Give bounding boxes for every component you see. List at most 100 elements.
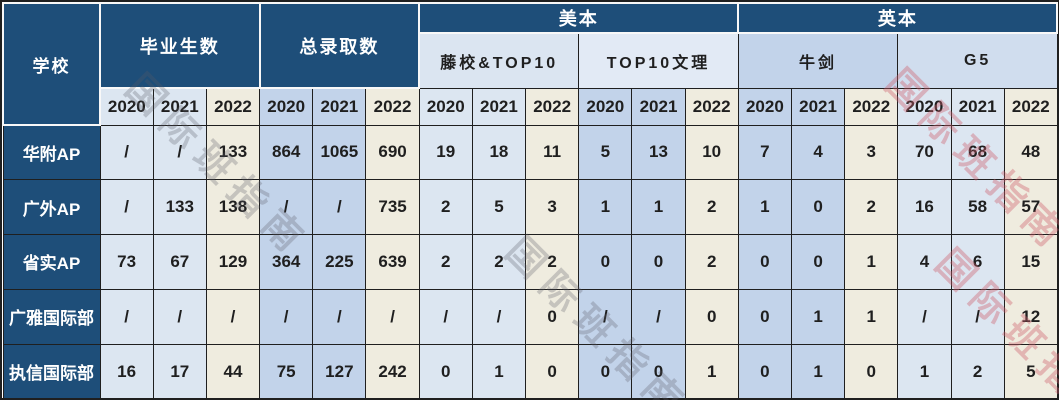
subgroup-ivy-top10: 藤校&TOP10 [418,32,580,89]
data-cell: 1 [790,288,846,345]
data-cell: 0 [525,288,580,345]
table-row: 执信国际部 16 17 44 75 127 242 0 1 0 0 0 1 0 1 0 1 2 5 [2,343,1058,400]
data-cell: 2 [684,234,739,290]
data-cell: 0 [525,343,580,400]
data-cell: 735 [365,179,420,236]
data-cell: 2 [418,179,473,236]
data-cell: 1065 [312,124,367,181]
data-cell: 0 [578,234,633,290]
data-cell: / [205,288,261,345]
data-cell: / [950,288,1005,345]
table-row: 华附AP //133 864 1065 690 19 18 11 5 13 10 7 4 3 70 68 48 [2,124,1058,181]
data-cell: 44 [205,343,261,400]
data-cell: 4 [790,124,846,181]
data-cell: 0 [790,179,846,236]
data-cell: 0 [631,234,686,290]
data-cell: 1 [471,343,527,400]
group-header-row-1: 学校 毕业生数 总录取数 美本 英本 [2,2,1059,126]
data-cell: / [99,288,154,345]
data-cell: 864 [259,124,314,181]
data-cell: / [631,288,686,345]
school-name-cell: 省实AP [2,234,101,290]
data-cell: 73 [99,234,154,290]
data-cell: 4 [897,234,952,290]
data-cell: / [152,124,207,181]
data-cell: 67 [152,234,207,290]
data-cell: 1 [578,179,633,236]
group-header-row-2: 藤校&TOP10 TOP10文理 牛剑 G5 [3,32,1058,89]
year-header-cell: 2022 [1003,87,1058,126]
year-header-cell: 2021 [152,87,207,126]
data-cell: / [152,288,207,345]
year-header-cell: 2020 [418,87,473,126]
data-cell: 5 [1003,343,1058,400]
year-header-cell: 2022 [525,87,580,126]
year-header-row: 2020 2021 2022 2020 2021 2022 2020 2021 2022 2020… [3,87,1058,126]
year-header-cell: 2021 [950,87,1005,126]
data-cell: 3 [525,179,580,236]
table-row: 广外AP/133 138//735 2 5 3 1 1 2 1 0 2 16 58 57 [2,179,1058,236]
year-header-cell: 2020 [99,87,154,126]
data-cell: 639 [365,234,420,290]
col-group-total-admissions: 总录取数 [258,2,421,89]
data-cell: / [312,288,367,345]
data-cell: 2 [471,234,527,290]
year-header-cell: 2021 [790,87,846,126]
data-cell: 225 [312,234,367,290]
data-cell: / [312,179,367,236]
school-name-cell: 执信国际部 [2,343,101,400]
data-cell: 2 [525,234,580,290]
year-header-cell: 2020 [578,87,633,126]
data-cell: 15 [1003,234,1058,290]
data-cell: 3 [844,124,899,181]
data-cell: 13 [631,124,686,181]
data-cell: / [897,288,952,345]
data-cell: 58 [950,179,1005,236]
data-cell: 48 [1003,124,1058,181]
data-cell: 0 [684,288,739,345]
data-cell: 16 [897,179,952,236]
data-cell: 5 [471,179,527,236]
data-cell: 5 [578,124,633,181]
data-cell: 75 [259,343,314,400]
corner-school-header: 学校 [2,2,101,126]
data-cell: 19 [418,124,473,181]
data-cell: 18 [471,124,527,181]
data-cell: 10 [684,124,739,181]
subgroup-g5: G5 [897,32,1058,89]
data-cell: 57 [1003,179,1058,236]
year-header-cell: 2020 [737,87,792,126]
year-header-cell: 2022 [205,87,261,126]
data-cell: / [365,288,420,345]
data-cell: 0 [418,343,473,400]
data-cell: 0 [578,343,633,400]
data-cell: / [418,288,473,345]
data-cell: 1 [844,288,899,345]
subgroup-oxbridge: 牛剑 [737,32,899,89]
year-header-cell: 2021 [471,87,527,126]
table-row: 省实AP 73 67 129 364 225 639 2 2 2 0 0 2 0 0 1 4 6 15 [2,234,1058,290]
data-cell: 70 [897,124,952,181]
region-header-uk: 英本 [737,2,1059,34]
col-group-graduates: 毕业生数 [99,2,261,89]
data-cell: 2 [684,179,739,236]
data-cell: 1 [684,343,739,400]
data-cell: 127 [312,343,367,400]
data-cell: 12 [1003,288,1058,345]
year-header-cell: 2022 [844,87,899,126]
region-header-us: 美本 [418,2,740,34]
data-cell: 133 [152,179,207,236]
data-cell: 1 [737,179,792,236]
data-cell: 2 [844,179,899,236]
data-cell: 1 [844,234,899,290]
data-cell: 0 [737,343,792,400]
data-cell: 133 [205,124,261,181]
year-header-cell: 2022 [365,87,420,126]
table-body: 华附AP //133 864 1065 690 19 18 11 5 13 10 7 4 3 70 68 48 广… [2,124,1058,400]
data-cell: 0 [790,234,846,290]
data-cell: 68 [950,124,1005,181]
year-header-cell: 2021 [312,87,367,126]
data-cell: / [578,288,633,345]
